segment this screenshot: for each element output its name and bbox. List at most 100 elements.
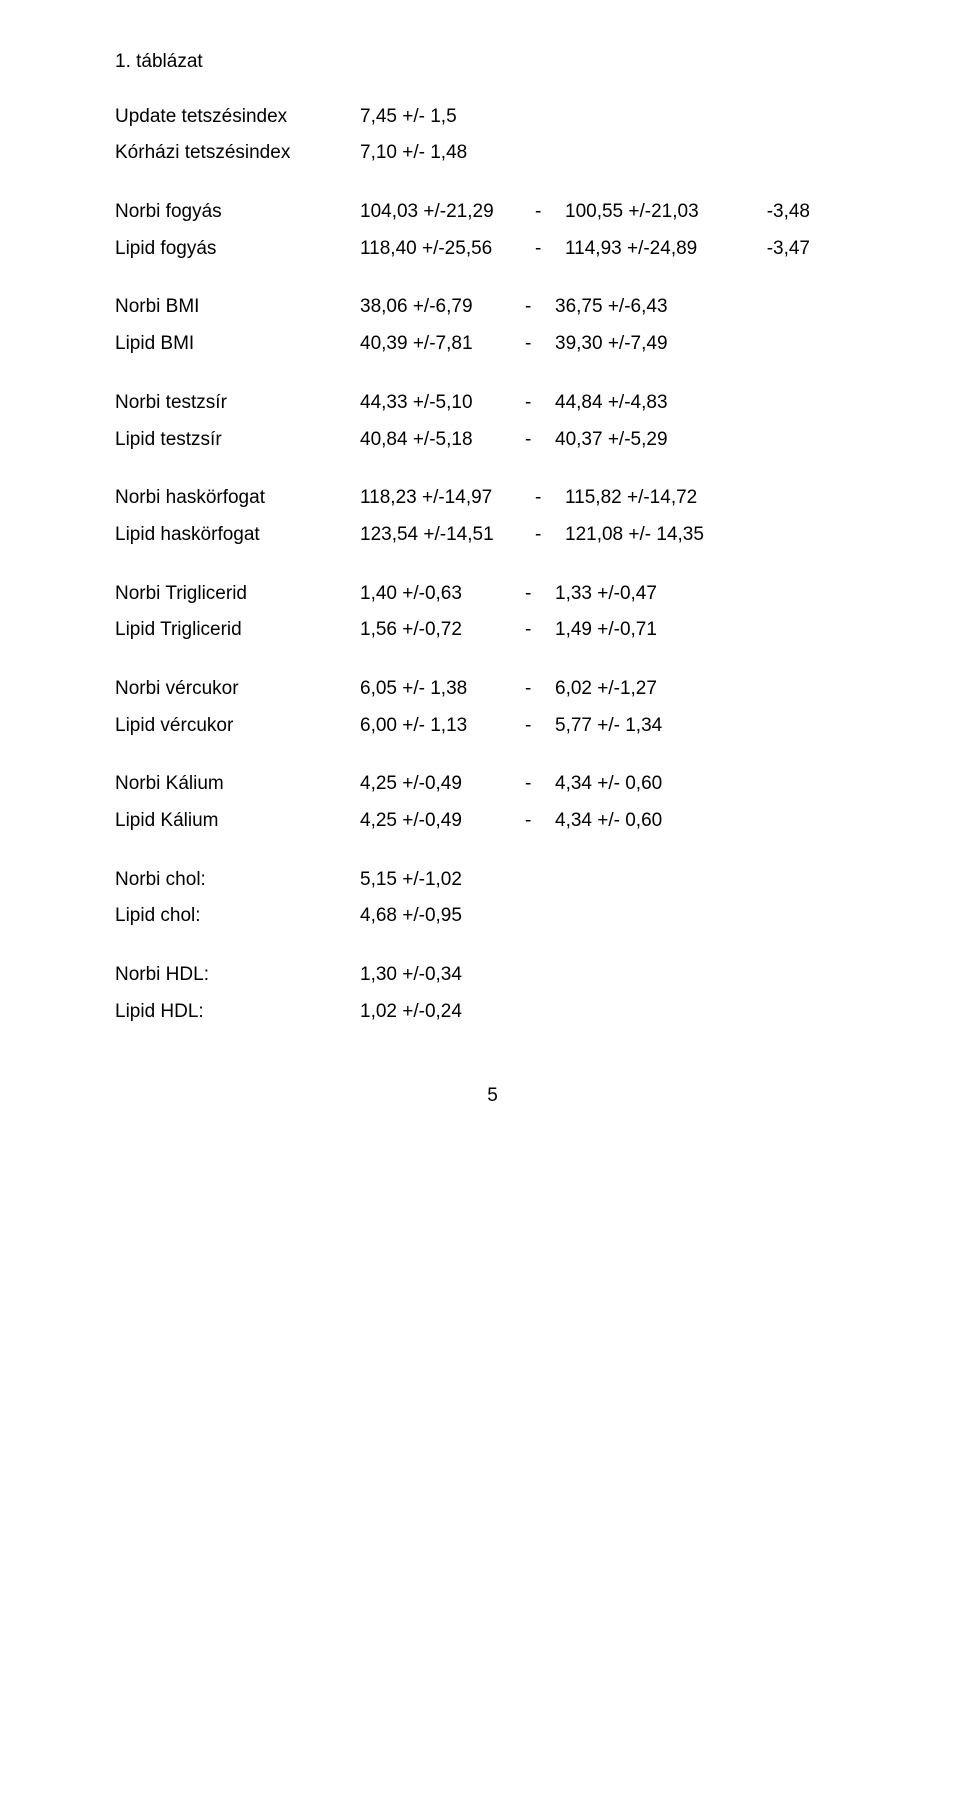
- row-label: Lipid Kálium: [115, 809, 360, 834]
- row-value: 121,08 +/- 14,35: [565, 523, 750, 548]
- row-dash: -: [525, 582, 555, 607]
- table-row: Lipid vércukor 6,00 +/- 1,13 - 5,77 +/- …: [115, 714, 870, 739]
- row-value: 1,40 +/-0,63: [360, 582, 525, 607]
- row-value: 1,30 +/-0,34: [360, 963, 525, 988]
- section-triglicerid: Norbi Triglicerid 1,40 +/-0,63 - 1,33 +/…: [115, 582, 870, 643]
- row-value: 38,06 +/-6,79: [360, 295, 525, 320]
- row-value: 1,49 +/-0,71: [555, 618, 870, 643]
- table-row: Lipid chol: 4,68 +/-0,95: [115, 904, 870, 929]
- table-row: Lipid haskörfogat 123,54 +/-14,51 - 121,…: [115, 523, 870, 548]
- section-chol: Norbi chol: 5,15 +/-1,02 Lipid chol: 4,6…: [115, 868, 870, 929]
- table-row: Norbi haskörfogat 118,23 +/-14,97 - 115,…: [115, 486, 870, 511]
- row-value: 5,15 +/-1,02: [360, 868, 525, 893]
- row-value: 100,55 +/-21,03: [565, 200, 750, 225]
- row-value: 7,10 +/- 1,48: [360, 141, 535, 166]
- row-dash: -: [525, 809, 555, 834]
- table-row: Lipid HDL: 1,02 +/-0,24: [115, 1000, 870, 1025]
- row-value: 44,84 +/-4,83: [555, 391, 870, 416]
- row-dash: -: [525, 714, 555, 739]
- row-dash: -: [525, 428, 555, 453]
- row-value: 1,33 +/-0,47: [555, 582, 870, 607]
- table-row: Norbi Kálium 4,25 +/-0,49 - 4,34 +/- 0,6…: [115, 772, 870, 797]
- row-label: Norbi testzsír: [115, 391, 360, 416]
- row-label: Lipid BMI: [115, 332, 360, 357]
- table-row: Update tetszésindex 7,45 +/- 1,5: [115, 105, 870, 130]
- table-row: Norbi testzsír 44,33 +/-5,10 - 44,84 +/-…: [115, 391, 870, 416]
- row-value: 7,45 +/- 1,5: [360, 105, 535, 130]
- row-value: 1,02 +/-0,24: [360, 1000, 525, 1025]
- row-label: Lipid haskörfogat: [115, 523, 360, 548]
- row-value: 4,34 +/- 0,60: [555, 772, 870, 797]
- row-dash: -: [535, 523, 565, 548]
- table-row: Lipid Kálium 4,25 +/-0,49 - 4,34 +/- 0,6…: [115, 809, 870, 834]
- row-label: Lipid vércukor: [115, 714, 360, 739]
- row-value: 118,40 +/-25,56: [360, 237, 535, 262]
- row-delta: -3,47: [750, 237, 810, 262]
- row-value: 40,37 +/-5,29: [555, 428, 870, 453]
- row-dash: -: [525, 677, 555, 702]
- section-fogyas: Norbi fogyás 104,03 +/-21,29 - 100,55 +/…: [115, 200, 870, 261]
- table-row: Norbi fogyás 104,03 +/-21,29 - 100,55 +/…: [115, 200, 870, 225]
- table-title: 1. táblázat: [115, 50, 870, 75]
- row-dash: -: [525, 772, 555, 797]
- row-value: 115,82 +/-14,72: [565, 486, 750, 511]
- row-dash: -: [525, 295, 555, 320]
- row-label: Norbi fogyás: [115, 200, 360, 225]
- row-value: 114,93 +/-24,89: [565, 237, 750, 262]
- row-label: Norbi chol:: [115, 868, 360, 893]
- table-row: Norbi BMI 38,06 +/-6,79 - 36,75 +/-6,43: [115, 295, 870, 320]
- row-value: 5,77 +/- 1,34: [555, 714, 870, 739]
- row-dash: -: [535, 486, 565, 511]
- row-label: Norbi vércukor: [115, 677, 360, 702]
- row-value: 4,25 +/-0,49: [360, 772, 525, 797]
- section-testzsir: Norbi testzsír 44,33 +/-5,10 - 44,84 +/-…: [115, 391, 870, 452]
- row-value: 39,30 +/-7,49: [555, 332, 870, 357]
- row-label: Kórházi tetszésindex: [115, 141, 360, 166]
- row-value: 6,00 +/- 1,13: [360, 714, 525, 739]
- table-row: Kórházi tetszésindex 7,10 +/- 1,48: [115, 141, 870, 166]
- row-dash: -: [525, 618, 555, 643]
- row-dash: -: [535, 200, 565, 225]
- row-value: 6,02 +/-1,27: [555, 677, 870, 702]
- row-value: 1,56 +/-0,72: [360, 618, 525, 643]
- page-number: 5: [115, 1084, 870, 1109]
- section-vercukor: Norbi vércukor 6,05 +/- 1,38 - 6,02 +/-1…: [115, 677, 870, 738]
- row-label: Norbi BMI: [115, 295, 360, 320]
- table-row: Lipid BMI 40,39 +/-7,81 - 39,30 +/-7,49: [115, 332, 870, 357]
- row-label: Norbi Kálium: [115, 772, 360, 797]
- section-bmi: Norbi BMI 38,06 +/-6,79 - 36,75 +/-6,43 …: [115, 295, 870, 356]
- row-value: 40,84 +/-5,18: [360, 428, 525, 453]
- table-row: Norbi HDL: 1,30 +/-0,34: [115, 963, 870, 988]
- row-label: Lipid Triglicerid: [115, 618, 360, 643]
- row-value: 40,39 +/-7,81: [360, 332, 525, 357]
- row-dash: -: [535, 237, 565, 262]
- row-label: Norbi Triglicerid: [115, 582, 360, 607]
- row-label: Norbi haskörfogat: [115, 486, 360, 511]
- row-value: 104,03 +/-21,29: [360, 200, 535, 225]
- table-row: Lipid Triglicerid 1,56 +/-0,72 - 1,49 +/…: [115, 618, 870, 643]
- row-label: Lipid HDL:: [115, 1000, 360, 1025]
- table-row: Lipid testzsír 40,84 +/-5,18 - 40,37 +/-…: [115, 428, 870, 453]
- row-dash: -: [525, 332, 555, 357]
- row-value: 4,34 +/- 0,60: [555, 809, 870, 834]
- table-row: Norbi Triglicerid 1,40 +/-0,63 - 1,33 +/…: [115, 582, 870, 607]
- row-label: Lipid fogyás: [115, 237, 360, 262]
- section-tetszes: Update tetszésindex 7,45 +/- 1,5 Kórházi…: [115, 105, 870, 166]
- row-value: 4,25 +/-0,49: [360, 809, 525, 834]
- table-row: Lipid fogyás 118,40 +/-25,56 - 114,93 +/…: [115, 237, 870, 262]
- row-value: 118,23 +/-14,97: [360, 486, 535, 511]
- section-haskor: Norbi haskörfogat 118,23 +/-14,97 - 115,…: [115, 486, 870, 547]
- section-hdl: Norbi HDL: 1,30 +/-0,34 Lipid HDL: 1,02 …: [115, 963, 870, 1024]
- row-delta: -3,48: [750, 200, 810, 225]
- row-value: 4,68 +/-0,95: [360, 904, 525, 929]
- section-kalium: Norbi Kálium 4,25 +/-0,49 - 4,34 +/- 0,6…: [115, 772, 870, 833]
- row-value: 6,05 +/- 1,38: [360, 677, 525, 702]
- row-label: Lipid testzsír: [115, 428, 360, 453]
- row-dash: -: [525, 391, 555, 416]
- row-label: Lipid chol:: [115, 904, 360, 929]
- row-value: 123,54 +/-14,51: [360, 523, 535, 548]
- table-row: Norbi chol: 5,15 +/-1,02: [115, 868, 870, 893]
- row-value: 44,33 +/-5,10: [360, 391, 525, 416]
- row-value: 36,75 +/-6,43: [555, 295, 870, 320]
- table-row: Norbi vércukor 6,05 +/- 1,38 - 6,02 +/-1…: [115, 677, 870, 702]
